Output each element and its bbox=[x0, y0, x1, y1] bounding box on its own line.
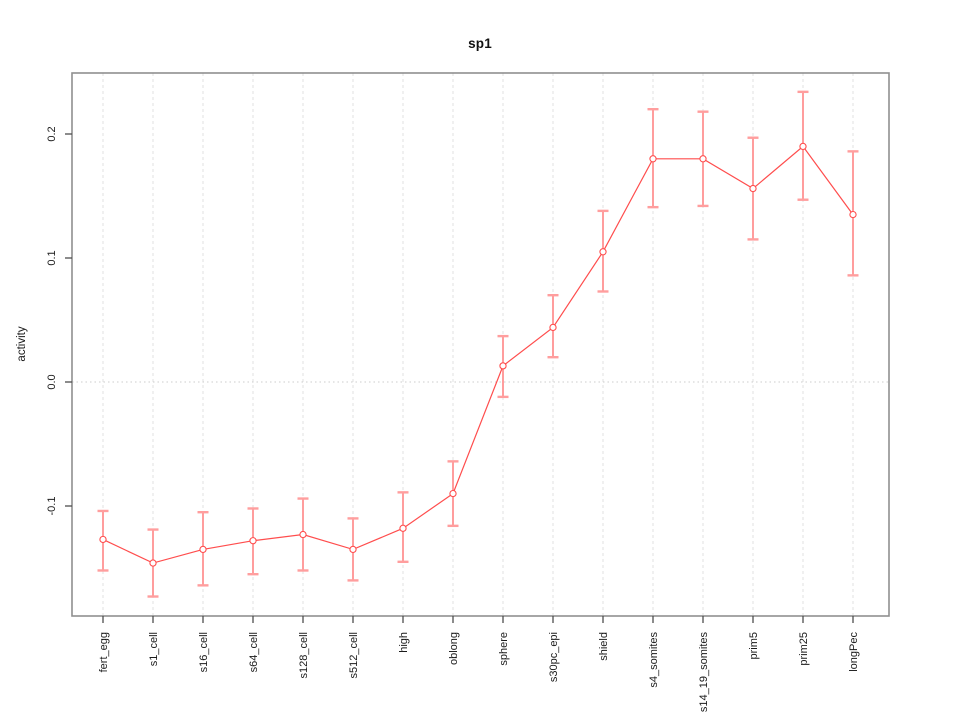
x-tick-label: fert_egg bbox=[98, 632, 110, 672]
x-tick-label: s1_cell bbox=[148, 632, 160, 666]
data-point bbox=[449, 489, 457, 498]
x-tick-label: s16_cell bbox=[198, 632, 210, 672]
x-tick-label: shield bbox=[598, 632, 610, 661]
data-point bbox=[799, 142, 807, 151]
x-tick-label: s14_19_somites bbox=[698, 632, 710, 713]
x-tick-label: s64_cell bbox=[248, 632, 260, 672]
data-point bbox=[699, 155, 707, 163]
chart-title: sp1 bbox=[468, 36, 492, 51]
data-point bbox=[149, 559, 157, 567]
x-tick-label: high bbox=[398, 632, 410, 653]
x-tick-label: longPec bbox=[848, 632, 860, 672]
x-tick-label: sphere bbox=[498, 632, 510, 666]
y-tick-label: -0.1 bbox=[46, 497, 58, 516]
data-point bbox=[399, 524, 407, 532]
data-point bbox=[199, 545, 207, 554]
data-point bbox=[499, 362, 507, 370]
data-point bbox=[649, 155, 657, 163]
data-point bbox=[99, 535, 107, 544]
data-point bbox=[599, 248, 607, 256]
x-tick-label: oblong bbox=[448, 632, 460, 665]
data-point bbox=[849, 210, 857, 219]
y-tick-label: 0.1 bbox=[46, 250, 58, 265]
y-tick-label: 0.0 bbox=[46, 374, 58, 389]
data-point bbox=[549, 323, 557, 332]
y-tick-label: 0.2 bbox=[46, 126, 58, 141]
data-point bbox=[749, 184, 757, 193]
data-point bbox=[249, 537, 257, 545]
x-tick-label: s30pc_epi bbox=[548, 632, 560, 682]
data-point bbox=[299, 530, 307, 539]
plot-frame bbox=[71, 72, 890, 617]
x-tick-label: prim25 bbox=[798, 632, 810, 666]
series-line bbox=[102, 145, 854, 564]
data-point bbox=[349, 545, 357, 554]
x-tick-label: s128_cell bbox=[298, 632, 310, 678]
x-tick-label: s4_somites bbox=[648, 632, 660, 688]
x-tick-label: s512_cell bbox=[348, 632, 360, 678]
x-tick-label: prim5 bbox=[748, 632, 760, 660]
